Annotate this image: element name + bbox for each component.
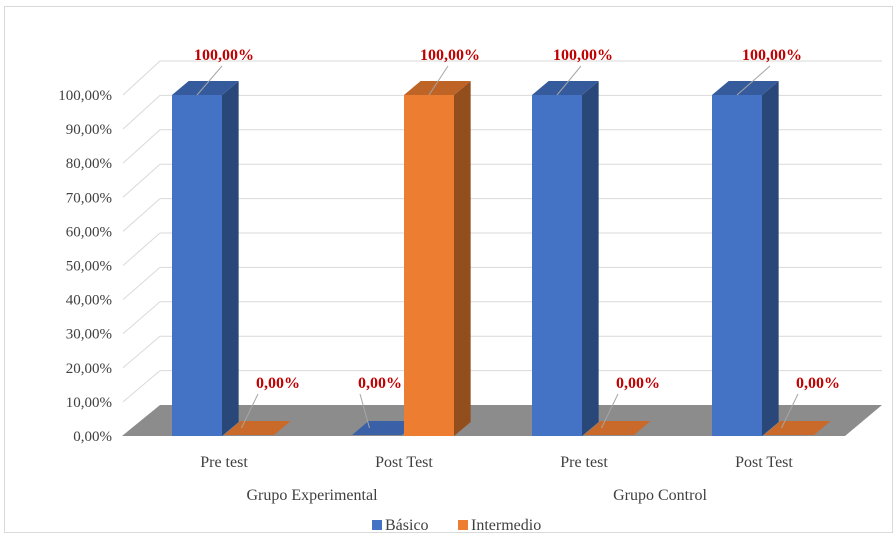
x-category-label: Pre test bbox=[560, 454, 608, 471]
bar-top bbox=[404, 81, 471, 95]
x-group-label: Grupo Control bbox=[613, 487, 707, 504]
bar bbox=[404, 95, 454, 436]
leader-line bbox=[359, 393, 370, 429]
bar-zero bbox=[584, 421, 651, 435]
y-tick-label: 90,00% bbox=[66, 122, 112, 138]
y-tick-label: 100,00% bbox=[58, 88, 112, 104]
data-label-top: 100,00% bbox=[553, 47, 613, 64]
legend: Básico Intermedio bbox=[372, 517, 541, 534]
y-tick-label: 80,00% bbox=[66, 156, 112, 172]
x-group-label: Grupo Experimental bbox=[246, 487, 378, 504]
gridline-diagonal bbox=[122, 163, 161, 198]
data-label-top: 100,00% bbox=[742, 47, 802, 64]
x-category-label: Pre test bbox=[200, 454, 248, 471]
data-label-top: 100,00% bbox=[194, 47, 254, 64]
floor-plane bbox=[122, 405, 882, 436]
gridline-diagonal bbox=[122, 370, 161, 403]
legend-swatch bbox=[458, 520, 468, 530]
bar-side bbox=[222, 81, 239, 437]
data-label: 0,00% bbox=[616, 375, 660, 392]
x-category-label: Post Test bbox=[735, 454, 793, 471]
gridline-diagonal bbox=[122, 232, 161, 266]
x-axis: Pre test Post Test Pre test Post Test Grupo … bbox=[200, 454, 793, 504]
y-axis: 0,00% 10,00% 20,00% 30,00% 40,00% 50,00% 60,00… bbox=[58, 88, 112, 445]
y-tick-label: 20,00% bbox=[66, 361, 112, 377]
leader-line bbox=[241, 393, 259, 429]
gridline-diagonal bbox=[122, 335, 161, 369]
y-tick-label: 40,00% bbox=[66, 293, 112, 309]
data-label-top: 100,00% bbox=[420, 47, 480, 64]
gridline-diagonal bbox=[122, 267, 161, 300]
y-tick-label: 70,00% bbox=[66, 190, 112, 206]
leader-line bbox=[556, 65, 582, 96]
y-tick-label: 10,00% bbox=[66, 395, 112, 411]
gridline-diagonal bbox=[122, 301, 161, 335]
bar-side bbox=[454, 81, 471, 437]
leader-line bbox=[736, 65, 771, 96]
y-tick-label: 50,00% bbox=[66, 259, 112, 275]
leader-line bbox=[781, 393, 799, 429]
data-label: 0,00% bbox=[256, 375, 300, 392]
leader-line bbox=[428, 65, 449, 96]
legend-label: Básico bbox=[385, 517, 429, 534]
y-tick-label: 60,00% bbox=[66, 224, 112, 240]
data-label: 0,00% bbox=[358, 375, 402, 392]
gridline-diagonal bbox=[122, 129, 161, 164]
bars bbox=[172, 81, 831, 437]
y-tick-label: 0,00% bbox=[73, 429, 112, 445]
data-label: 0,00% bbox=[796, 375, 840, 392]
bar bbox=[532, 95, 582, 436]
leader-line bbox=[601, 393, 619, 429]
legend-label: Intermedio bbox=[471, 517, 541, 534]
data-labels: 0,00% 100,00% 0,00% 100,00% 0,00% 100,00% 0,00… bbox=[194, 47, 840, 429]
gridline-diagonal bbox=[122, 60, 161, 96]
gridline-diagonal bbox=[122, 198, 161, 232]
bar-side bbox=[582, 81, 599, 437]
bar-zero bbox=[224, 421, 291, 435]
gridline-diagonal bbox=[122, 95, 161, 130]
bar-side bbox=[762, 81, 779, 437]
y-tick-label: 30,00% bbox=[66, 327, 112, 343]
x-category-label: Post Test bbox=[375, 454, 433, 471]
bar-zero bbox=[764, 421, 831, 435]
bar-top bbox=[172, 81, 239, 95]
chart-floor bbox=[122, 405, 882, 436]
bar-top bbox=[532, 81, 599, 95]
legend-swatch bbox=[372, 520, 382, 530]
leader-line bbox=[196, 65, 223, 96]
bar bbox=[172, 95, 222, 436]
bar bbox=[712, 95, 762, 436]
